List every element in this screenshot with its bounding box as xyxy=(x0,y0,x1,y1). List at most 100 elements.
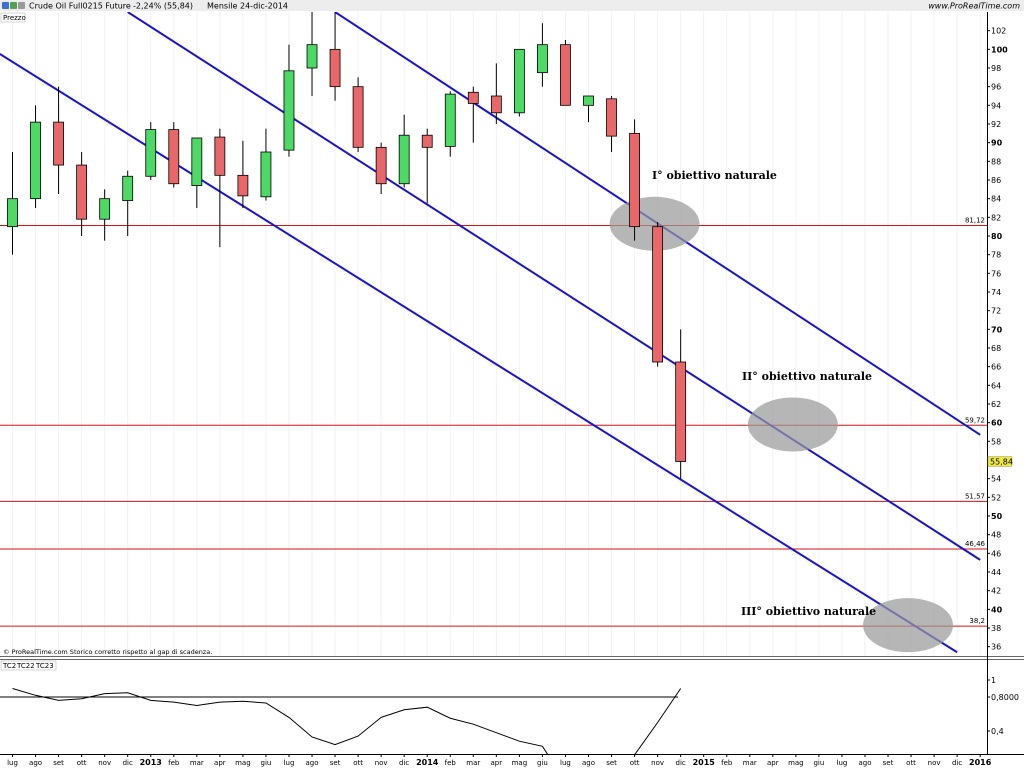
x-tick-label: ott xyxy=(906,759,916,767)
x-tick-label: ott xyxy=(630,759,640,767)
y-tick-label: 102 xyxy=(991,27,1006,36)
y-tick-label: 40 xyxy=(991,605,1003,614)
candle xyxy=(652,222,664,367)
time-axis: lug ago set ott nov dic 2013 feb mar apr mag giu lug… xyxy=(7,754,992,767)
x-tick-label: dic xyxy=(676,759,686,767)
candles xyxy=(7,12,687,479)
x-tick-label: set xyxy=(606,759,617,767)
osc-y-tick-label: 1 xyxy=(991,676,996,685)
y-tick-label: 54 xyxy=(991,475,1001,484)
y-tick-label: 94 xyxy=(991,101,1001,110)
candle-body xyxy=(260,151,272,198)
settings-icon[interactable] xyxy=(18,2,25,9)
x-tick-label: mar xyxy=(466,759,480,767)
x-tick-label: 2016 xyxy=(969,758,992,767)
x-tick-label: set xyxy=(330,759,341,767)
zoom-icon[interactable] xyxy=(10,2,17,9)
candle xyxy=(352,77,364,152)
y-tick-label: 98 xyxy=(991,64,1001,73)
x-tick-label: lug xyxy=(837,759,848,767)
x-tick-label: ago xyxy=(306,759,319,767)
y-tick-label: 86 xyxy=(991,176,1001,185)
candle xyxy=(467,86,479,143)
candle-body xyxy=(237,174,249,197)
price-panel-label: Prezzo xyxy=(3,14,26,22)
x-tick-label: giu xyxy=(813,759,824,767)
price-panel-tag[interactable]: Prezzo xyxy=(0,12,26,23)
x-tick-label: dic xyxy=(952,759,962,767)
x-tick-label: feb xyxy=(445,759,457,767)
x-tick-label: apr xyxy=(491,759,503,767)
header-icons[interactable] xyxy=(2,2,25,9)
osc-y-tick-label: 0,8000 xyxy=(991,693,1019,702)
candle-body xyxy=(675,361,687,462)
osc-y-tick-label: 0,4 xyxy=(991,727,1004,736)
candle xyxy=(7,152,18,255)
candle-body xyxy=(490,95,502,114)
candle-body xyxy=(122,175,134,201)
candle-body xyxy=(7,198,18,228)
candle-body xyxy=(214,136,226,176)
x-tick-label: 2013 xyxy=(140,758,162,767)
x-tick-label: set xyxy=(53,759,64,767)
x-tick-label: ago xyxy=(29,759,42,767)
x-tick-label: lug xyxy=(560,759,571,767)
x-tick-label: ott xyxy=(77,759,87,767)
candle xyxy=(513,48,525,117)
y-tick-label: 38 xyxy=(991,624,1001,633)
candle xyxy=(329,12,341,101)
candle-body xyxy=(583,95,594,106)
candle-body xyxy=(145,129,157,177)
candle-body xyxy=(283,70,295,151)
candle xyxy=(260,128,272,201)
x-tick-label: ago xyxy=(582,759,595,767)
y-tick-label: 44 xyxy=(991,568,1001,577)
oscillator-panel-tags[interactable]: TC2 TC22 TC23 xyxy=(0,660,57,671)
level-label: 38,2 xyxy=(969,617,985,625)
x-tick-label: giu xyxy=(261,759,272,767)
candle xyxy=(30,105,41,208)
x-tick-label: feb xyxy=(721,759,733,767)
candle-body xyxy=(191,137,203,186)
candle xyxy=(237,140,249,208)
instrument-name: Crude Oil Full0215 Future xyxy=(29,2,131,11)
candle xyxy=(375,142,387,194)
x-tick-label: giu xyxy=(537,759,548,767)
candle-body xyxy=(168,129,180,185)
current-price-tag xyxy=(987,456,1013,467)
x-tick-label: nov xyxy=(651,759,664,767)
x-tick-label: mar xyxy=(743,759,757,767)
candle xyxy=(283,44,295,157)
x-tick-label: lug xyxy=(284,759,295,767)
close-icon[interactable] xyxy=(2,2,9,9)
candle-body xyxy=(513,48,525,114)
y-tick-label: 78 xyxy=(991,251,1001,260)
x-tick-label: set xyxy=(883,759,894,767)
candle-body xyxy=(421,134,433,148)
x-tick-label: nov xyxy=(98,759,111,767)
candle-body xyxy=(30,121,41,200)
oscillator-panel xyxy=(0,660,987,754)
x-tick-label: feb xyxy=(168,759,180,767)
y-tick-label: 58 xyxy=(991,437,1001,446)
x-tick-label: apr xyxy=(767,759,779,767)
x-tick-label: lug xyxy=(7,759,18,767)
y-tick-label: 66 xyxy=(991,363,1001,372)
y-tick-label: 84 xyxy=(991,195,1001,204)
osc-label-tc23: TC23 xyxy=(35,662,54,670)
candle xyxy=(675,329,687,479)
site-link[interactable]: www.ProRealTime.com xyxy=(928,2,1020,11)
candle xyxy=(122,170,134,236)
target-ellipse xyxy=(863,598,954,653)
x-tick-label: nov xyxy=(375,759,388,767)
y-tick-label: 76 xyxy=(991,269,1001,278)
y-tick-label: 60 xyxy=(991,419,1003,428)
candle xyxy=(421,128,433,204)
level-label: 46,46 xyxy=(965,540,986,548)
target-label: III° obiettivo naturale xyxy=(741,605,876,618)
level-label: 81,12 xyxy=(965,217,985,225)
y-tick-label: 92 xyxy=(991,120,1001,129)
candle-body xyxy=(560,44,571,106)
footnote: © ProRealTime.com Storico corretto rispe… xyxy=(3,648,212,656)
